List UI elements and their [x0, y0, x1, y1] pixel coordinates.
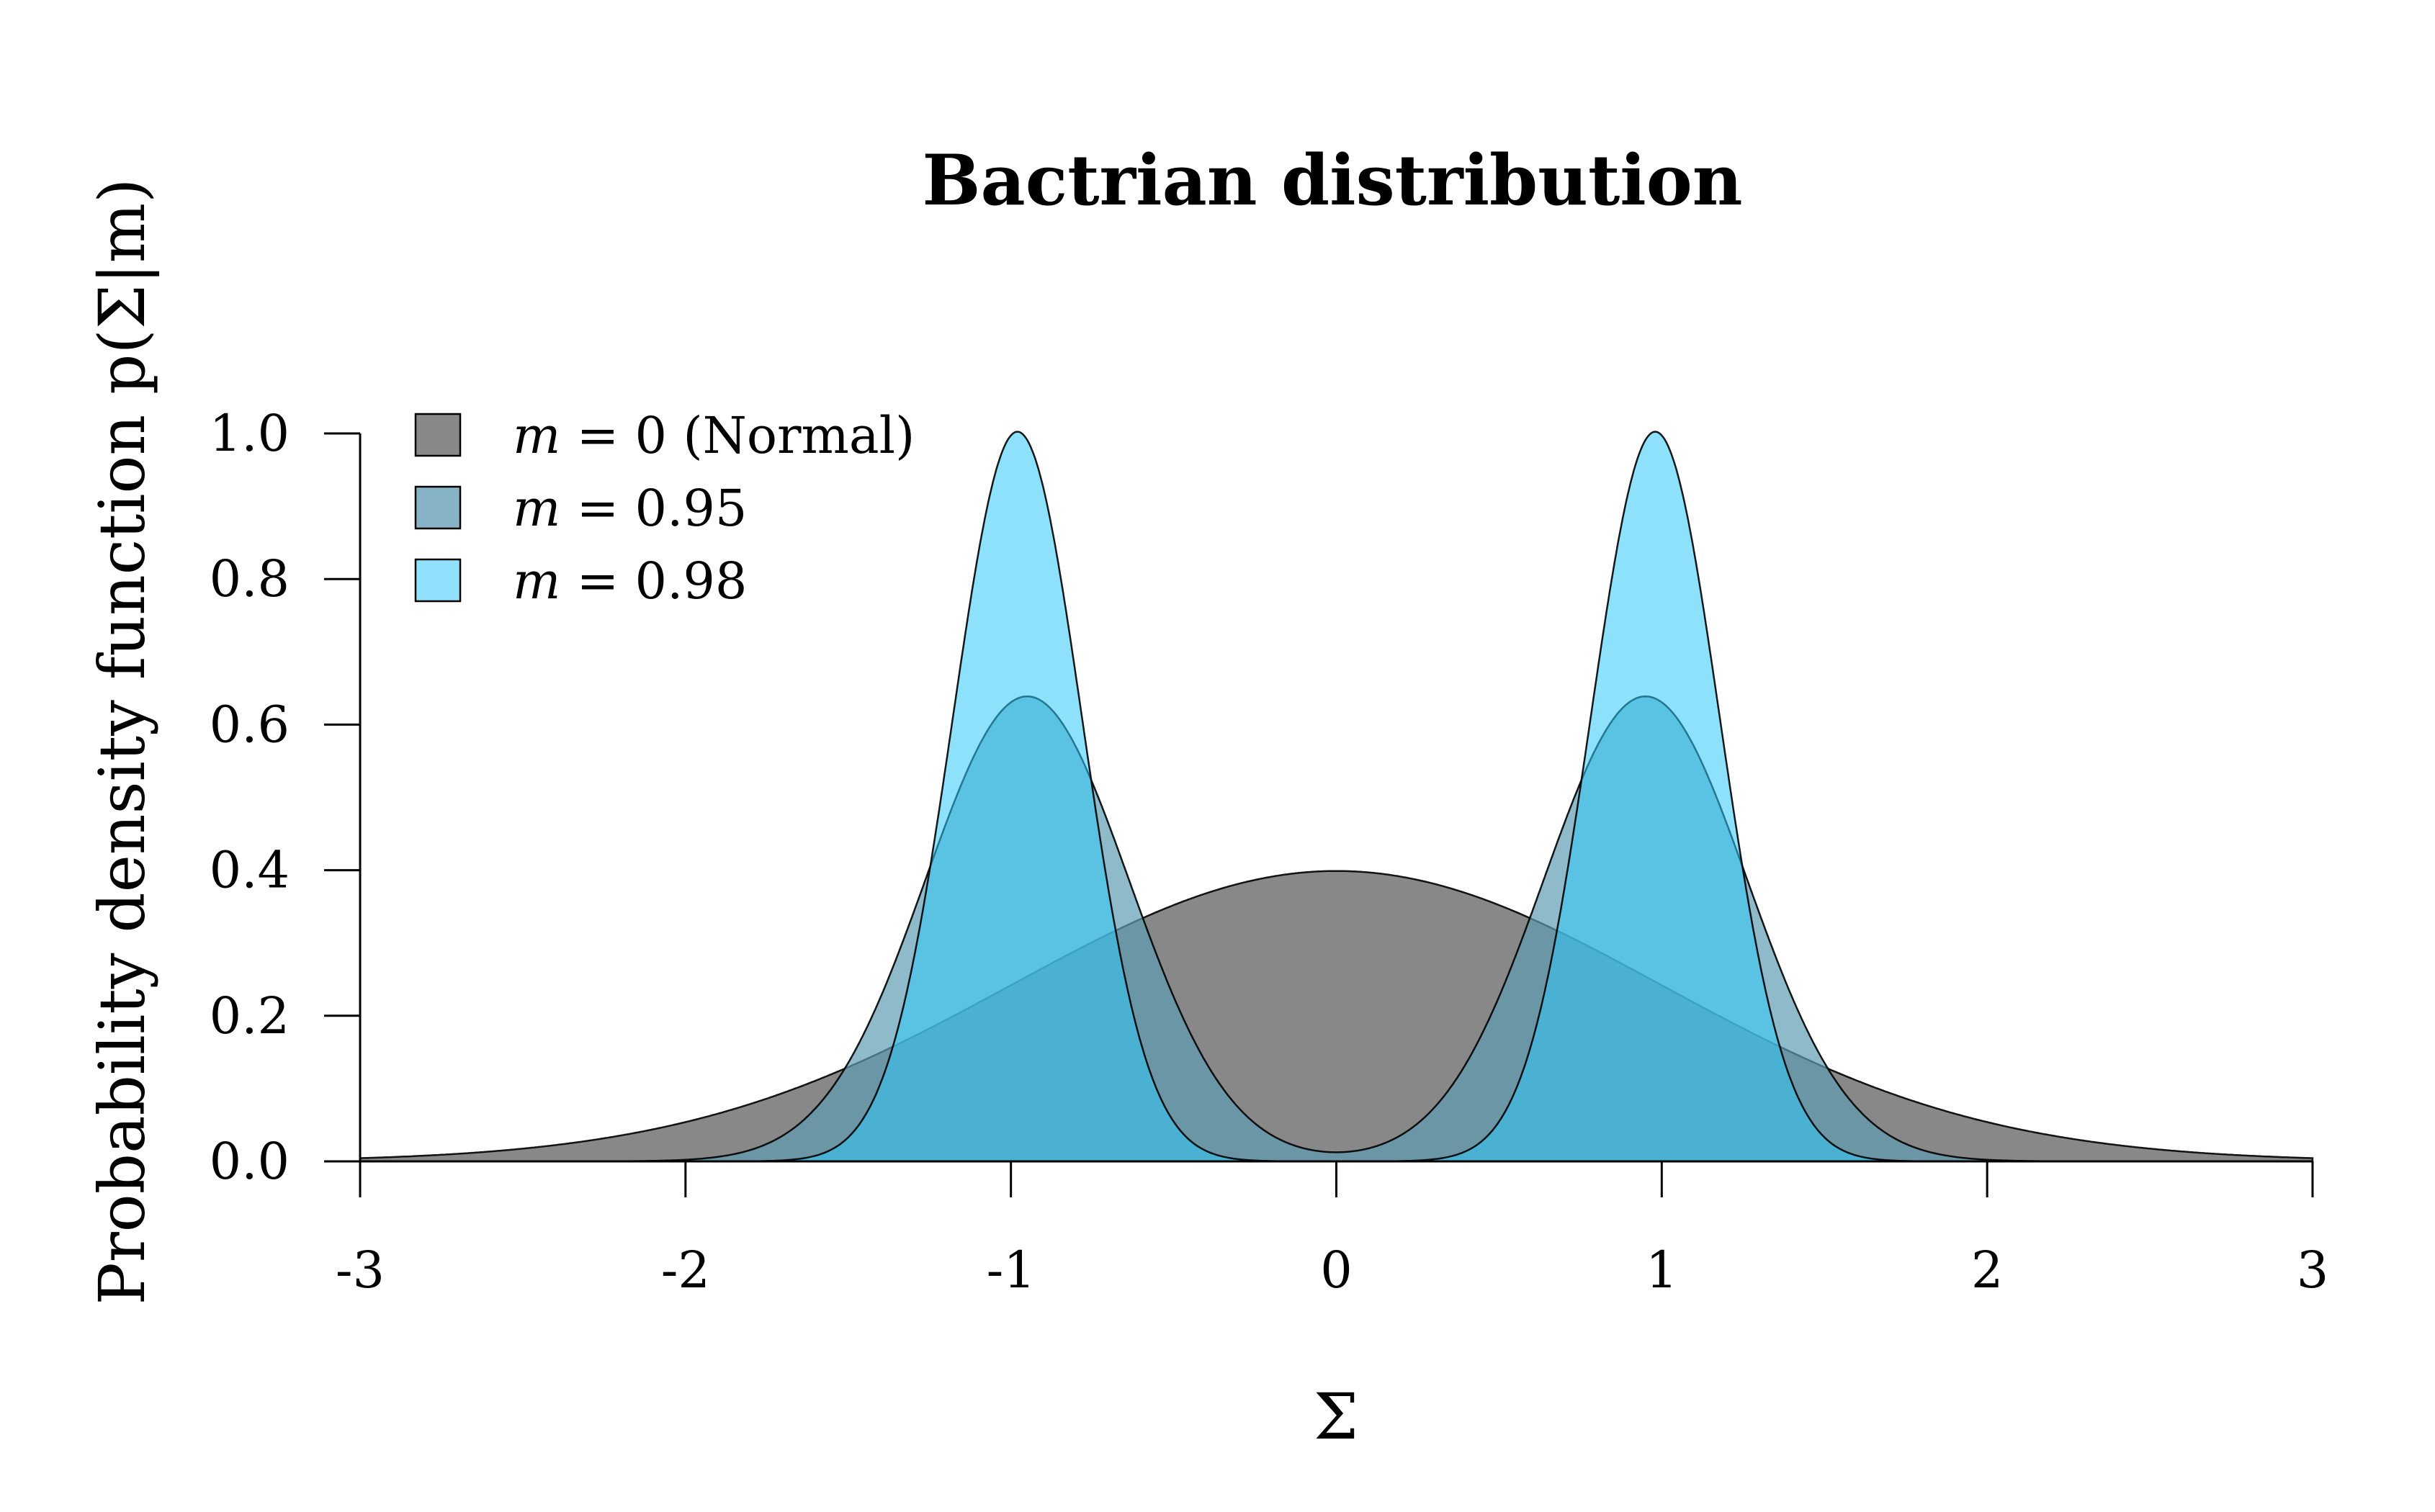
y-tick-label: 0.6 — [210, 695, 290, 754]
x-tick-label: -3 — [336, 1241, 385, 1300]
y-axis-title: Probability density function p(Σ|m) — [85, 179, 159, 1305]
y-tick-label: 0.0 — [210, 1132, 290, 1191]
x-tick-label: 1 — [1646, 1241, 1678, 1300]
series-area-1 — [359, 870, 2314, 1163]
series-areas — [359, 431, 2314, 1163]
y-ticks: 0.0 0.2 0.4 0.6 0.8 1.0 — [210, 404, 360, 1191]
legend-swatch-3 — [414, 558, 462, 603]
y-tick-label: 1.0 — [210, 404, 290, 463]
legend-label-2: m = 0.95 — [513, 479, 747, 538]
x-tick-label: -1 — [987, 1241, 1036, 1300]
legend: m = 0 (Normal) m = 0.95 m = 0.98 — [414, 406, 915, 611]
legend-label-1: m = 0 (Normal) — [513, 406, 915, 465]
chart-title: Bactrian distribution — [922, 140, 1742, 221]
y-tick-label: 0.2 — [210, 986, 290, 1045]
legend-swatch-1 — [414, 413, 462, 457]
x-tick-label: 2 — [1971, 1241, 2004, 1300]
y-tick-label: 0.8 — [210, 549, 290, 608]
x-ticks: -3 -2 -1 0 1 2 3 — [336, 1161, 2328, 1300]
legend-swatch-2 — [414, 485, 462, 530]
x-axis-title: Σ — [1314, 1380, 1358, 1454]
series-area-2 — [360, 695, 2313, 1163]
x-tick-label: 0 — [1320, 1241, 1353, 1300]
x-tick-label: 3 — [2297, 1241, 2329, 1300]
legend-label-3: m = 0.98 — [513, 552, 747, 611]
y-tick-label: 0.4 — [210, 841, 290, 900]
x-tick-label: -2 — [661, 1241, 710, 1300]
